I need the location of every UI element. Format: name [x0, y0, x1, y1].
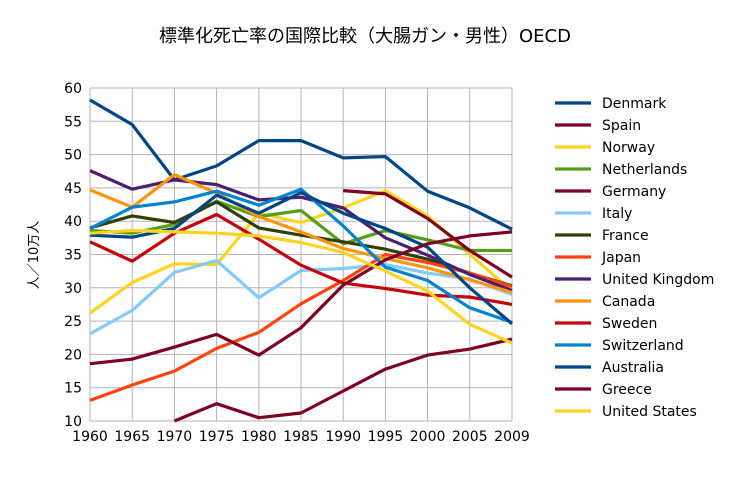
legend: Denmark Spain Norway Netherlands Germany Ital…: [555, 96, 714, 420]
x-tick-label: 2009: [494, 429, 530, 445]
y-tick-label: 30: [64, 281, 82, 297]
x-tick-label: 1980: [241, 429, 277, 445]
x-tick-label: 2000: [410, 429, 446, 445]
series-line-germany: [343, 189, 513, 279]
y-tick-label: 40: [64, 214, 82, 230]
y-tick-label: 55: [64, 114, 82, 130]
chart-title: 標準化死亡率の国際比較（大腸ガン・男性）OECD: [159, 26, 571, 47]
legend-label-germany: Germany: [602, 184, 666, 200]
series-line-sweden: [89, 212, 513, 306]
x-tick-label: 1985: [283, 429, 319, 445]
legend-label-switzerland: Switzerland: [602, 338, 684, 354]
legend-label-netherlands: Netherlands: [602, 162, 687, 178]
legend-label-sweden: Sweden: [602, 316, 657, 332]
y-tick-label: 10: [64, 414, 82, 430]
y-tick-label: 45: [64, 181, 82, 197]
legend-label-norway: Norway: [602, 140, 655, 156]
x-tick-label: 1975: [199, 429, 235, 445]
y-tick-label: 35: [64, 248, 82, 264]
y-tick-label: 15: [64, 381, 82, 397]
y-axis-label: 人／10万人: [27, 221, 42, 290]
legend-label-japan: Japan: [601, 250, 641, 266]
y-tick-label: 20: [64, 347, 82, 363]
legend-label-italy: Italy: [602, 206, 632, 222]
legend-label-greece: Greece: [602, 382, 652, 398]
series-line-canada: [89, 173, 513, 295]
y-tick-label: 50: [64, 148, 82, 164]
x-tick-label: 1995: [368, 429, 404, 445]
series-line-spain: [173, 337, 513, 423]
x-tick-label: 1990: [325, 429, 361, 445]
x-tick-label: 1960: [72, 429, 108, 445]
legend-label-canada: Canada: [602, 294, 655, 310]
x-tick-label: 1970: [157, 429, 193, 445]
series-line-greece: [89, 230, 513, 366]
axis-layer: 10 15 20 25 30 35 40 45 50 55 60 1960 1965 1970 1975 19…: [64, 81, 530, 445]
series-line-italy: [89, 258, 513, 336]
legend-label-spain: Spain: [602, 118, 641, 134]
series-line-japan: [89, 252, 513, 402]
legend-label-united-kingdom: United Kingdom: [602, 272, 714, 288]
series-line-switzerland: [89, 187, 513, 324]
legend-label-denmark: Denmark: [602, 96, 667, 112]
series-line-france: [89, 200, 513, 288]
legend-label-united-states: United States: [602, 404, 697, 420]
y-tick-label: 25: [64, 314, 82, 330]
x-tick-label: 1965: [114, 429, 150, 445]
legend-label-france: France: [602, 228, 649, 244]
y-tick-label: 60: [64, 81, 82, 97]
grid-lines: [89, 87, 513, 422]
series-line-netherlands: [89, 199, 512, 253]
legend-label-australia: Australia: [602, 360, 664, 376]
series-line-denmark: [89, 98, 513, 231]
series-layer: [89, 98, 514, 423]
series-line-united-states: [89, 228, 513, 345]
x-tick-label: 2005: [452, 429, 488, 445]
